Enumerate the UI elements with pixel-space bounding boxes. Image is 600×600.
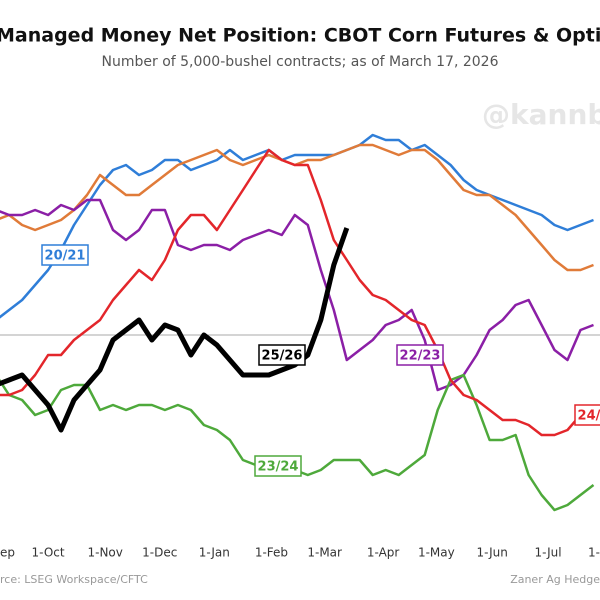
series-label: 20/21 xyxy=(45,249,86,264)
series-label: 22/23 xyxy=(400,349,441,364)
x-tick-label: ep xyxy=(0,546,15,560)
series-label: 25/26 xyxy=(262,349,303,364)
x-tick-label: 1-Oct xyxy=(32,546,65,560)
source: rce: LSEG Workspace/CFTC xyxy=(0,573,148,586)
x-tick-label: 1-Jun xyxy=(477,546,508,560)
credit: Zaner Ag Hedge xyxy=(510,573,600,586)
x-tick-label: 1-Dec xyxy=(142,546,177,560)
series-label: 23/24 xyxy=(258,460,299,475)
series-label-box xyxy=(574,404,600,426)
series-label: 24/25 xyxy=(578,409,600,424)
chart-subtitle: Number of 5,000-bushel contracts; as of … xyxy=(102,54,499,70)
chart-title: Managed Money Net Position: CBOT Corn Fu… xyxy=(0,25,600,47)
x-tick-label: 1-Feb xyxy=(255,546,288,560)
x-tick-label: 1- xyxy=(588,546,600,560)
series-label-box xyxy=(41,244,89,266)
watermark: @kannb xyxy=(482,98,600,131)
x-tick-label: 1-May xyxy=(418,546,455,560)
x-tick-label: 1-Jul xyxy=(534,546,561,560)
x-tick-label: 1-Jan xyxy=(199,546,230,560)
series-label-box xyxy=(254,455,302,477)
x-tick-label: 1-Apr xyxy=(367,546,400,560)
series-line xyxy=(0,133,594,319)
series-line xyxy=(0,148,594,437)
x-tick-label: 1-Nov xyxy=(87,546,122,560)
series-line xyxy=(0,227,350,433)
series-line xyxy=(0,198,594,392)
series-line xyxy=(0,373,595,512)
x-tick-label: 1-Mar xyxy=(307,546,342,560)
series-label-box xyxy=(258,344,306,366)
series-label-box xyxy=(396,344,444,366)
